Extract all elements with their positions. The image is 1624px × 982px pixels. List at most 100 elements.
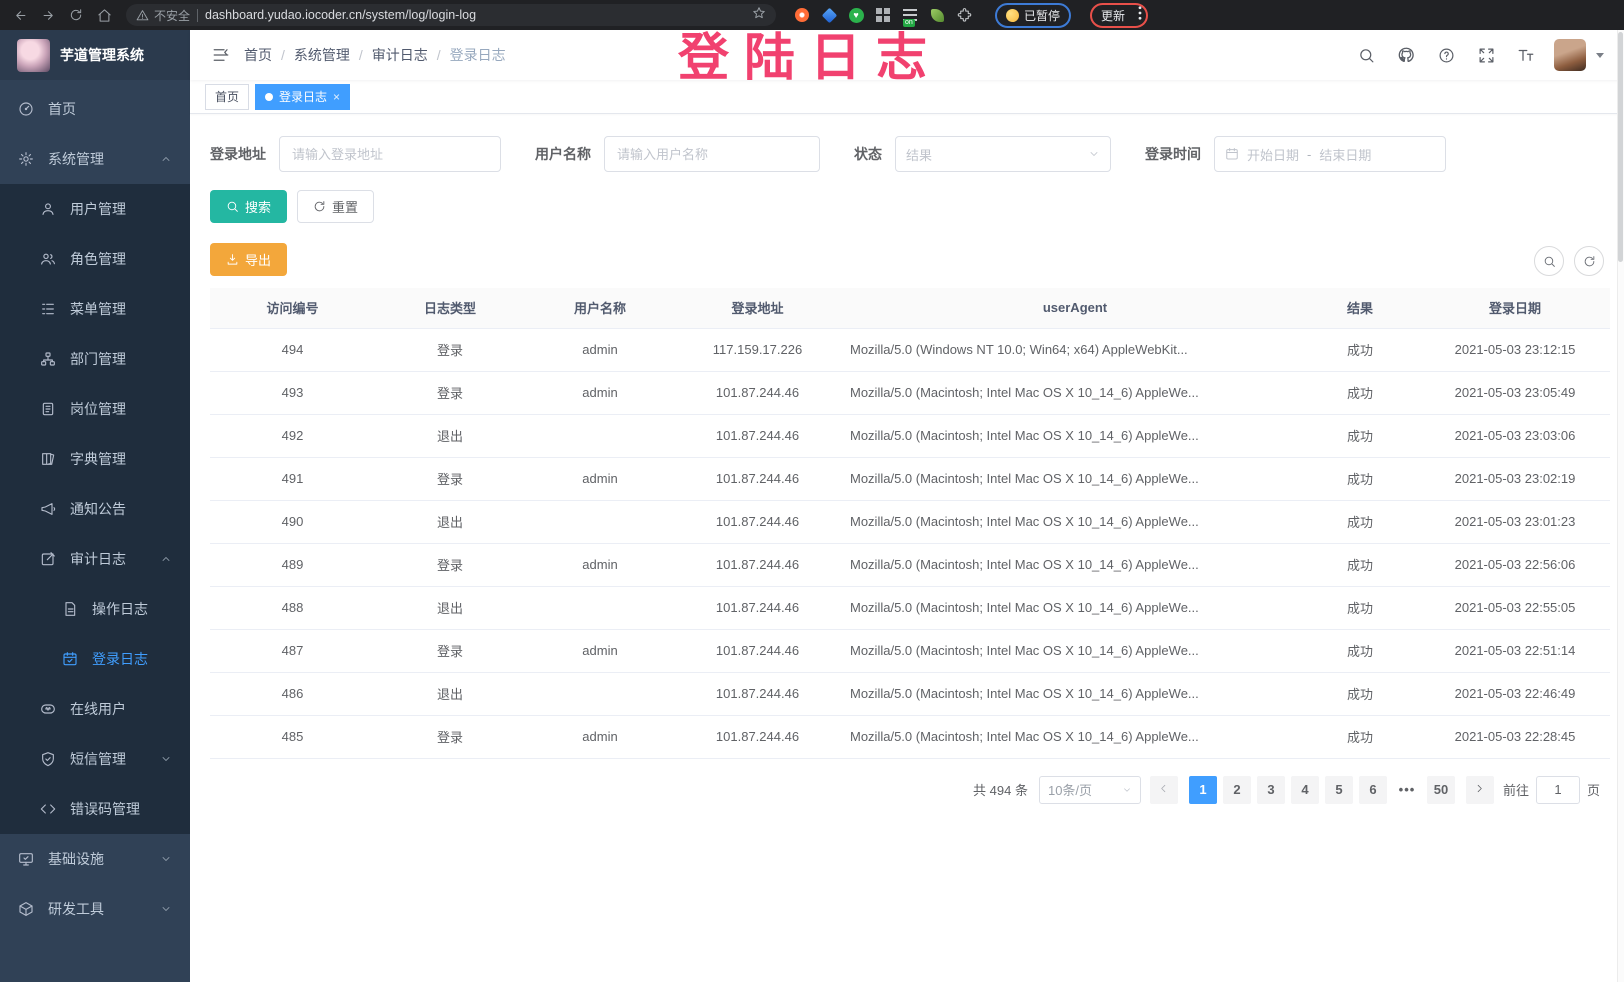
browser-reload-button[interactable] [64, 3, 88, 27]
table-row[interactable]: 486 退出 101.87.244.46 Mozilla/5.0 (Macintosh… [210, 671, 1610, 715]
table-row[interactable]: 488 退出 101.87.244.46 Mozilla/5.0 (Macintosh… [210, 585, 1610, 629]
status-label: 状态 [854, 146, 882, 162]
sidebar: 芋道管理系统 首页 系统管理 用户管理 角色管理 [0, 30, 190, 982]
tag-close-icon[interactable]: × [333, 89, 341, 104]
sidebar-item-operation-log[interactable]: 操作日志 [0, 584, 190, 634]
fullscreen-icon[interactable] [1474, 43, 1498, 67]
search-button[interactable]: 搜索 [210, 190, 288, 223]
table-row[interactable]: 493 登录 admin 101.87.244.46 Mozilla/5.0 (Maci… [210, 370, 1610, 414]
extension-list-icon[interactable]: on [902, 7, 918, 27]
tag-home[interactable]: 首页 [205, 83, 250, 110]
page-number-button[interactable]: ••• [1398, 781, 1416, 797]
refresh-table-button[interactable] [1574, 246, 1604, 276]
browser-forward-button[interactable] [36, 3, 60, 27]
reset-button[interactable]: 重置 [297, 190, 375, 223]
sidebar-item-dict[interactable]: 字典管理 [0, 434, 190, 484]
sidebar-item-audit-log[interactable]: 审计日志 [0, 534, 190, 584]
bookmark-star-icon[interactable] [752, 6, 766, 25]
extension-leaf-icon[interactable] [929, 7, 945, 23]
download-icon [227, 254, 238, 265]
page-number-button[interactable]: 5 [1324, 775, 1353, 804]
extensions-puzzle-icon[interactable] [956, 7, 972, 23]
tag-login-log[interactable]: 登录日志 × [255, 83, 351, 110]
sidebar-item-sms[interactable]: 短信管理 [0, 734, 190, 784]
edit-square-icon [41, 552, 55, 566]
table-row[interactable]: 491 登录 admin 101.87.244.46 Mozilla/5.0 (Maci… [210, 456, 1610, 500]
collapse-sidebar-button[interactable] [204, 38, 238, 72]
font-size-icon[interactable] [1514, 43, 1538, 67]
browser-home-button[interactable] [92, 3, 116, 27]
page-scrollbar[interactable] [1617, 30, 1624, 982]
table-row[interactable]: 487 登录 admin 101.87.244.46 Mozilla/5.0 (Maci… [210, 628, 1610, 672]
extension-diamond-icon[interactable] [821, 7, 837, 23]
page-number-button[interactable]: 3 [1256, 775, 1285, 804]
shield-check-icon [42, 752, 54, 767]
tags-view-bar: 首页 登录日志 × [190, 80, 1624, 114]
app-title: 芋道管理系统 [60, 47, 144, 63]
address-bar[interactable]: 不安全 dashboard.yudao.iocoder.cn/system/lo… [126, 4, 776, 26]
sidebar-item-home[interactable]: 首页 [0, 84, 190, 134]
browser-update-button[interactable]: 更新 [1092, 5, 1134, 26]
address-input[interactable] [279, 136, 501, 172]
date-range-picker[interactable]: 开始日期 - 结束日期 [1214, 136, 1446, 172]
sidebar-item-login-log[interactable]: 登录日志 [0, 634, 190, 684]
status-select[interactable]: 结果 [895, 136, 1111, 172]
chevron-down-icon [162, 857, 170, 861]
sidebar-item-devtools[interactable]: 研发工具 [0, 884, 190, 934]
browser-menu-icon[interactable] [1138, 5, 1142, 25]
toggle-search-button[interactable] [1534, 246, 1564, 276]
table-row[interactable]: 485 登录 admin 101.87.244.46 Mozilla/5.0 (Maci… [210, 714, 1610, 759]
user-avatar[interactable] [1554, 39, 1586, 71]
username-label: 用户名称 [535, 146, 591, 162]
export-button[interactable]: 导出 [210, 243, 288, 276]
paused-label: 已暂停 [1024, 8, 1061, 23]
sidebar-item-roles[interactable]: 角色管理 [0, 234, 190, 284]
scrollbar-thumb[interactable] [1618, 32, 1623, 262]
breadcrumb-current: 登录日志 [449, 47, 506, 63]
page-size-select[interactable]: 10条/页 [1038, 775, 1141, 804]
next-page-button[interactable] [1465, 775, 1494, 804]
extension-green-icon[interactable]: ♥ [848, 7, 864, 23]
page-number-button[interactable]: 2 [1222, 775, 1251, 804]
page-number-button[interactable]: 50 [1426, 775, 1455, 804]
extension-orange-icon[interactable] [794, 7, 810, 23]
github-icon[interactable] [1394, 43, 1418, 67]
sidebar-item-error-code[interactable]: 错误码管理 [0, 784, 190, 834]
table-row[interactable]: 492 退出 101.87.244.46 Mozilla/5.0 (Macintosh… [210, 413, 1610, 457]
total-count: 共 494 条 [973, 783, 1028, 798]
help-icon[interactable] [1434, 43, 1458, 67]
emoji-face-icon [1006, 8, 1019, 22]
sidebar-item-menus[interactable]: 菜单管理 [0, 284, 190, 334]
prev-page-button[interactable] [1149, 775, 1178, 804]
sidebar-item-online-users[interactable]: 在线用户 [0, 684, 190, 734]
sidebar-logo-row[interactable]: 芋道管理系统 [0, 30, 190, 80]
sidebar-item-departments[interactable]: 部门管理 [0, 334, 190, 384]
extension-grid-icon[interactable] [875, 7, 891, 23]
extension-paused-chip[interactable]: 已暂停 [997, 5, 1069, 26]
site-security-warning[interactable]: 不安全 [136, 7, 190, 24]
table-row[interactable]: 490 退出 101.87.244.46 Mozilla/5.0 (Macintosh… [210, 499, 1610, 543]
url-text: dashboard.yudao.iocoder.cn/system/log/lo… [205, 8, 477, 22]
page-number-button[interactable]: 4 [1290, 775, 1319, 804]
sidebar-item-system[interactable]: 系统管理 [0, 134, 190, 184]
breadcrumb-home[interactable]: 首页 [244, 47, 272, 63]
start-date-placeholder: 开始日期 [1247, 147, 1300, 163]
box-icon [19, 902, 33, 916]
table-row[interactable]: 489 登录 admin 101.87.244.46 Mozilla/5.0 (Maci… [210, 542, 1610, 586]
avatar-caret-icon[interactable] [1596, 52, 1604, 58]
sidebar-item-notice[interactable]: 通知公告 [0, 484, 190, 534]
sidebar-item-users[interactable]: 用户管理 [0, 184, 190, 234]
table-row[interactable]: 494 登录 admin 117.159.17.226 Mozilla/5.0 (Win… [210, 327, 1610, 371]
page-number-button[interactable]: 1 [1188, 775, 1217, 804]
sidebar-item-posts[interactable]: 岗位管理 [0, 384, 190, 434]
code-icon [40, 804, 56, 814]
browser-back-button[interactable] [8, 3, 32, 27]
chevron-down-icon [1124, 787, 1130, 792]
page-number-button[interactable]: 6 [1358, 775, 1387, 804]
goto-page-input[interactable] [1535, 775, 1580, 804]
breadcrumb-audit[interactable]: 审计日志 [371, 47, 428, 63]
breadcrumb-system[interactable]: 系统管理 [293, 47, 350, 63]
search-icon[interactable] [1354, 43, 1378, 67]
username-input[interactable] [604, 136, 820, 172]
sidebar-item-infra[interactable]: 基础设施 [0, 834, 190, 884]
